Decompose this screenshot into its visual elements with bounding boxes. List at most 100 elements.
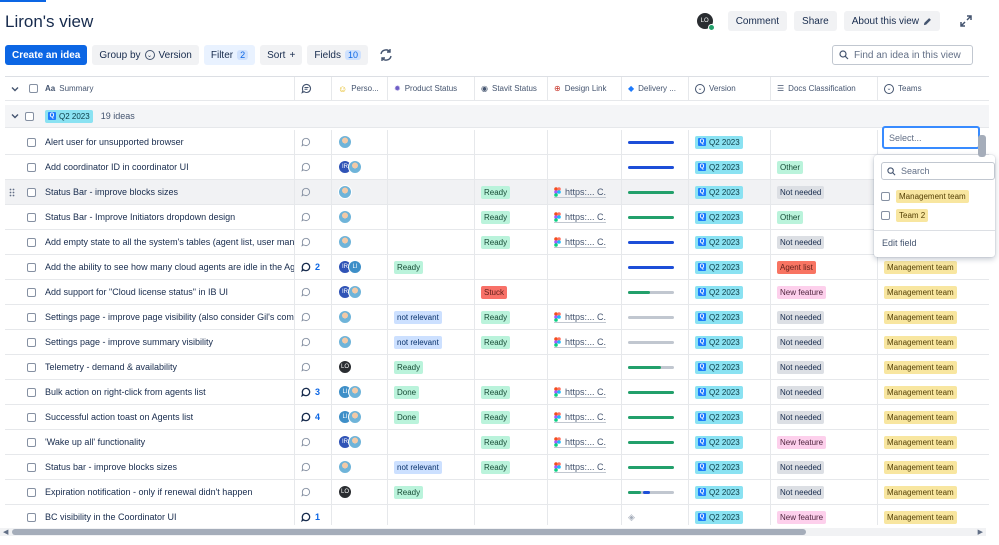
team-badge[interactable]: Management team: [884, 460, 957, 474]
user-photo-avatar[interactable]: [338, 310, 352, 324]
delivery-progress-bar[interactable]: [628, 365, 674, 369]
idea-summary[interactable]: Add empty state to all the system's tabl…: [39, 230, 295, 254]
team-option-checkbox[interactable]: [881, 211, 890, 220]
user-photo-avatar[interactable]: [348, 435, 362, 449]
summary-column-header[interactable]: Aa Summary: [39, 77, 295, 100]
delivery-progress-bar[interactable]: [628, 165, 674, 169]
add-comment-icon[interactable]: [301, 437, 311, 447]
add-comment-icon[interactable]: [301, 137, 311, 147]
team-option-management[interactable]: Management team: [881, 190, 969, 203]
docs-classification-badge[interactable]: Not needed: [777, 335, 825, 349]
docs-classification-badge[interactable]: Other: [777, 210, 804, 224]
row-checkbox[interactable]: [27, 287, 36, 297]
row-checkbox[interactable]: [27, 237, 36, 247]
sort-button[interactable]: Sort +: [260, 45, 303, 65]
idea-summary[interactable]: Alert user for unsupported browser: [39, 130, 295, 154]
design-link[interactable]: https:... C.: [554, 387, 607, 398]
docs-classification-badge[interactable]: Not needed: [777, 460, 825, 474]
docs-classification-badge[interactable]: New feature: [777, 435, 827, 449]
add-comment-icon[interactable]: [301, 362, 311, 372]
version-badge[interactable]: Q Q2 2023: [695, 310, 743, 324]
comments-icon[interactable]: [301, 512, 311, 522]
comments-icon[interactable]: [301, 262, 311, 272]
table-row[interactable]: Add the ability to see how many cloud ag…: [5, 255, 989, 280]
version-badge[interactable]: Q Q2 2023: [695, 385, 743, 399]
select-all-checkbox[interactable]: [29, 84, 38, 93]
team-badge[interactable]: Management team: [884, 435, 957, 449]
delivery-progress-bar[interactable]: [628, 265, 674, 269]
stavit-status-column-header[interactable]: ◉ Stavit Status: [475, 77, 548, 100]
viewer-avatar[interactable]: LO: [696, 13, 715, 31]
autosync-icon[interactable]: [377, 46, 395, 64]
docs-classification-column-header[interactable]: ☰ Docs Classification: [771, 77, 878, 100]
version-badge[interactable]: Q Q2 2023: [695, 260, 743, 274]
user-avatar[interactable]: LO: [338, 485, 352, 499]
product-status-badge[interactable]: Ready: [394, 360, 424, 374]
user-photo-avatar[interactable]: [338, 135, 352, 149]
create-idea-button[interactable]: Create an idea: [5, 45, 88, 65]
table-row[interactable]: Successful action toast on Agents list 4…: [5, 405, 989, 430]
expand-icon[interactable]: [959, 14, 973, 28]
user-avatar[interactable]: LO: [338, 360, 352, 374]
user-photo-avatar[interactable]: [338, 235, 352, 249]
comments-column-header[interactable]: [295, 77, 332, 100]
product-status-badge[interactable]: Done: [394, 385, 420, 399]
docs-classification-badge[interactable]: Not needed: [777, 410, 825, 424]
version-badge[interactable]: Q Q2 2023: [695, 410, 743, 424]
team-badge[interactable]: Management team: [884, 410, 957, 424]
idea-summary[interactable]: Settings page - improve summary visibili…: [39, 330, 295, 354]
add-comment-icon[interactable]: [301, 312, 311, 322]
design-link[interactable]: https:... C.: [554, 462, 607, 473]
idea-summary[interactable]: Bulk action on right-click from agents l…: [39, 380, 295, 404]
product-status-badge[interactable]: Done: [394, 410, 420, 424]
docs-classification-badge[interactable]: New feature: [777, 510, 827, 524]
delivery-empty-icon[interactable]: ◈: [628, 511, 635, 522]
stavit-status-badge[interactable]: Ready: [481, 185, 511, 199]
idea-summary[interactable]: Status Bar - improve blocks sizes: [39, 180, 295, 204]
version-badge[interactable]: Q Q2 2023: [695, 210, 743, 224]
idea-summary[interactable]: Telemetry - demand & availability: [39, 355, 295, 379]
delivery-progress-bar[interactable]: [628, 340, 674, 344]
table-row[interactable]: Alert user for unsupported browser Q Q2 2…: [5, 130, 989, 155]
delivery-progress-bar[interactable]: [628, 240, 674, 244]
product-status-badge[interactable]: not relevant: [394, 310, 442, 324]
drag-handle-icon[interactable]: [9, 188, 15, 197]
group-by-button[interactable]: Group by ⌄ Version: [92, 45, 199, 65]
filter-button[interactable]: Filter 2: [203, 45, 256, 65]
idea-summary[interactable]: 'Wake up all' functionality: [39, 430, 295, 454]
user-photo-avatar[interactable]: [348, 160, 362, 174]
table-row[interactable]: Telemetry - demand & availability LO Rea…: [5, 355, 989, 380]
docs-classification-badge[interactable]: Not needed: [777, 360, 825, 374]
table-row[interactable]: Bulk action on right-click from agents l…: [5, 380, 989, 405]
docs-classification-badge[interactable]: New feature: [777, 285, 827, 299]
team-badge[interactable]: Management team: [884, 385, 957, 399]
table-row[interactable]: Settings page - improve summary visibili…: [5, 330, 989, 355]
docs-classification-badge[interactable]: Agent list: [777, 260, 816, 274]
group-collapse-chevron-icon[interactable]: [11, 112, 19, 120]
scroll-left-arrow-icon[interactable]: ◀: [3, 529, 9, 536]
collapse-all-chevron-icon[interactable]: [11, 85, 19, 93]
table-row[interactable]: Expiration notification - only if renewa…: [5, 480, 989, 505]
team-badge[interactable]: Management team: [884, 335, 957, 349]
row-checkbox[interactable]: [27, 137, 36, 147]
comment-count[interactable]: 1: [315, 512, 321, 522]
version-badge[interactable]: Q Q2 2023: [695, 360, 743, 374]
product-status-column-header[interactable]: ✹ Product Status: [388, 77, 475, 100]
add-comment-icon[interactable]: [301, 287, 311, 297]
add-comment-icon[interactable]: [301, 162, 311, 172]
version-badge[interactable]: Q Q2 2023: [695, 160, 743, 174]
share-button[interactable]: Share: [794, 11, 837, 31]
product-status-badge[interactable]: Ready: [394, 260, 424, 274]
table-row[interactable]: Status bar - improve blocks sizes not re…: [5, 455, 989, 480]
comments-icon[interactable]: [301, 387, 311, 397]
idea-summary[interactable]: Add coordinator ID in coordinator UI: [39, 155, 295, 179]
about-view-button[interactable]: About this view: [843, 11, 940, 31]
design-link[interactable]: https:... C.: [554, 437, 607, 448]
version-badge[interactable]: Q Q2 2023: [695, 510, 743, 524]
idea-summary[interactable]: Add the ability to see how many cloud ag…: [39, 255, 295, 279]
delivery-progress-bar[interactable]: [628, 215, 674, 219]
design-link-column-header[interactable]: ⊕ Design Link: [548, 77, 622, 100]
docs-classification-badge[interactable]: Not needed: [777, 485, 825, 499]
team-badge[interactable]: Management team: [884, 260, 957, 274]
fields-button[interactable]: Fields 10: [307, 45, 369, 65]
